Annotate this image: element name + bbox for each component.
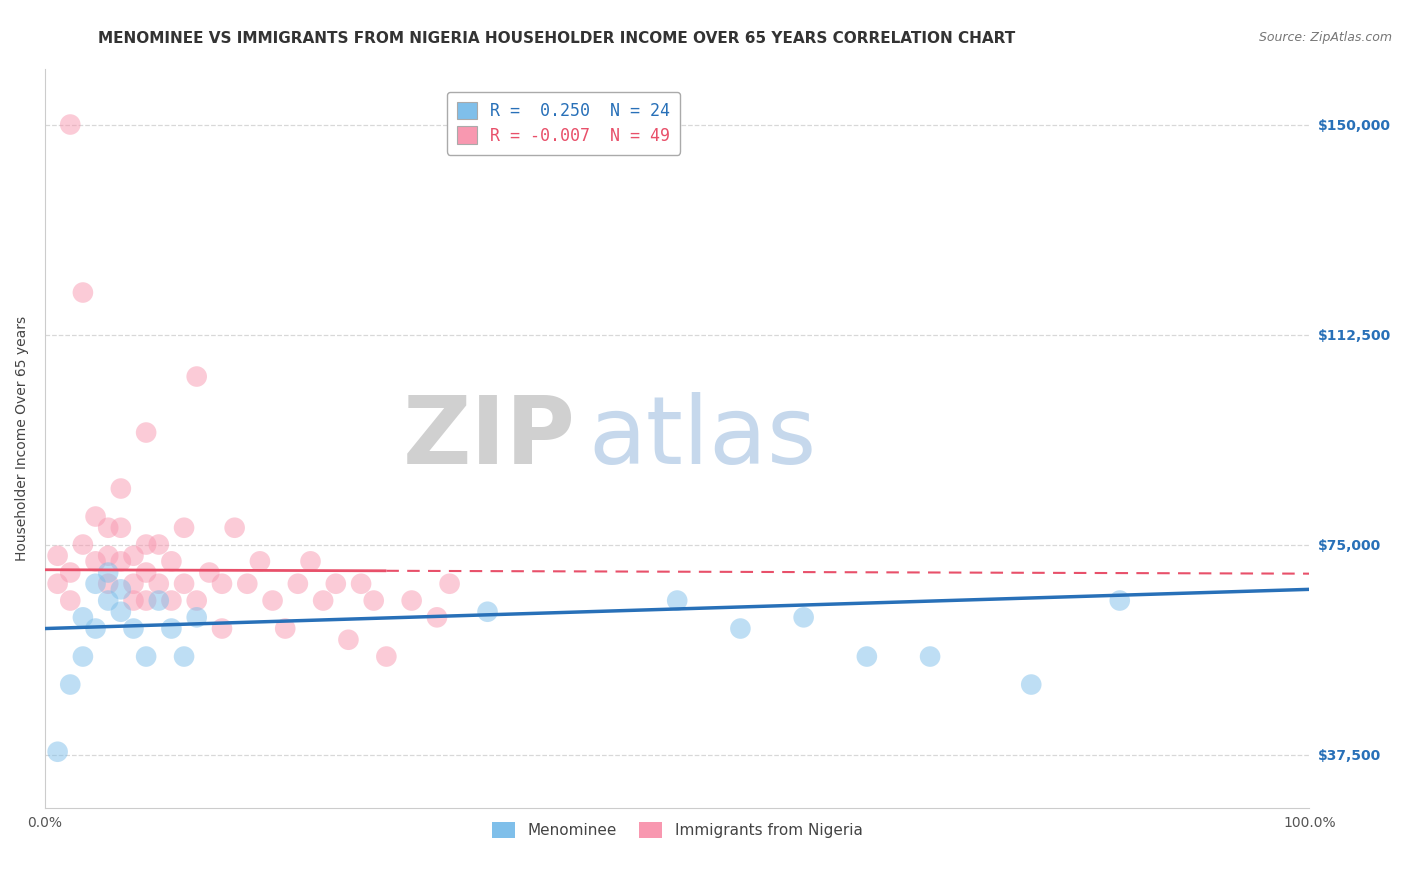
Point (337, 632, 360, 647)
Point (148, 576, 170, 591)
Point (46, 549, 69, 563)
Point (110, 521, 132, 535)
Point (1108, 593, 1130, 607)
Point (1019, 677, 1042, 691)
Point (97, 593, 120, 607)
Point (186, 610, 208, 624)
Text: ZIP: ZIP (404, 392, 576, 484)
Point (477, 605, 499, 619)
Point (350, 576, 373, 591)
Point (59, 118, 82, 132)
Point (135, 425, 157, 440)
Point (110, 554, 132, 568)
Point (110, 582, 132, 597)
Point (666, 593, 689, 607)
Point (274, 622, 297, 636)
Point (312, 593, 335, 607)
Point (122, 593, 145, 607)
Point (97, 549, 120, 563)
Point (84, 554, 107, 568)
Point (122, 622, 145, 636)
Point (59, 677, 82, 691)
Point (173, 649, 195, 664)
Point (198, 566, 221, 580)
Y-axis label: Householder Income Over 65 years: Householder Income Over 65 years (15, 316, 30, 561)
Point (46, 576, 69, 591)
Point (110, 605, 132, 619)
Point (84, 509, 107, 524)
Point (249, 554, 271, 568)
Point (135, 566, 157, 580)
Point (363, 593, 385, 607)
Point (186, 369, 208, 384)
Point (97, 576, 120, 591)
Point (72, 537, 94, 551)
Point (236, 576, 259, 591)
Point (730, 622, 752, 636)
Point (160, 622, 183, 636)
Point (122, 576, 145, 591)
Point (84, 576, 107, 591)
Point (173, 521, 195, 535)
Point (375, 649, 398, 664)
Text: Source: ZipAtlas.com: Source: ZipAtlas.com (1258, 31, 1392, 45)
Point (72, 610, 94, 624)
Point (148, 537, 170, 551)
Point (325, 576, 347, 591)
Point (72, 285, 94, 300)
Point (186, 593, 208, 607)
Point (110, 482, 132, 496)
Point (59, 566, 82, 580)
Point (224, 521, 246, 535)
Point (59, 593, 82, 607)
Point (793, 610, 815, 624)
Point (401, 593, 423, 607)
Point (72, 649, 94, 664)
Point (97, 566, 120, 580)
Legend: Menominee, Immigrants from Nigeria: Menominee, Immigrants from Nigeria (486, 816, 869, 845)
Point (173, 576, 195, 591)
Point (299, 554, 322, 568)
Point (287, 576, 309, 591)
Point (97, 521, 120, 535)
Text: MENOMINEE VS IMMIGRANTS FROM NIGERIA HOUSEHOLDER INCOME OVER 65 YEARS CORRELATIO: MENOMINEE VS IMMIGRANTS FROM NIGERIA HOU… (98, 31, 1015, 46)
Point (856, 649, 879, 664)
Point (262, 593, 284, 607)
Text: atlas: atlas (589, 392, 817, 484)
Point (160, 554, 183, 568)
Point (122, 549, 145, 563)
Point (211, 622, 233, 636)
Point (211, 576, 233, 591)
Point (148, 593, 170, 607)
Point (135, 537, 157, 551)
Point (920, 649, 942, 664)
Point (84, 622, 107, 636)
Point (426, 610, 449, 624)
Point (439, 576, 461, 591)
Point (160, 593, 183, 607)
Point (46, 745, 69, 759)
Point (135, 649, 157, 664)
Point (135, 593, 157, 607)
